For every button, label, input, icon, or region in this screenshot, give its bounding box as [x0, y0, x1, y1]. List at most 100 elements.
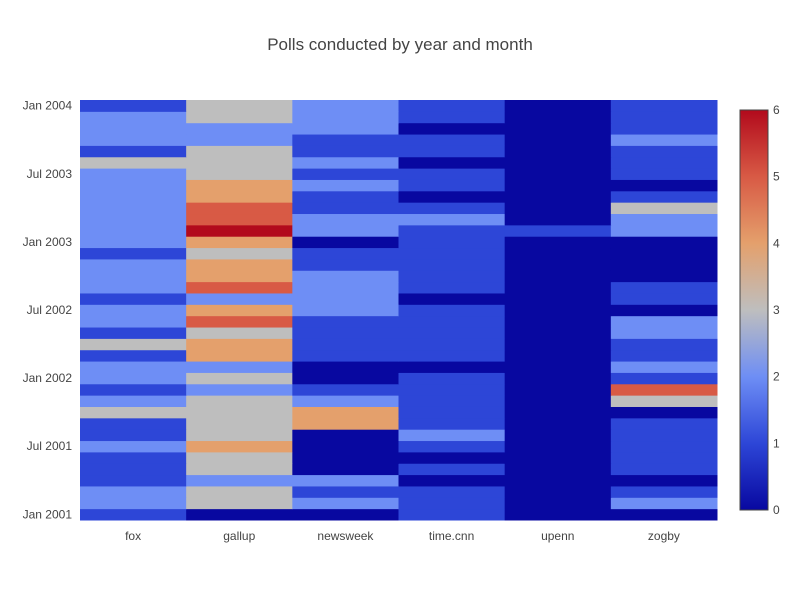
- heatmap-cell-time.cnn-2002-10: [398, 270, 506, 283]
- heatmap-cell-upenn-2003-05: [504, 190, 612, 203]
- x-tick-label-newsweek: newsweek: [317, 529, 374, 543]
- heatmap-cell-gallup-2001-07: [186, 440, 293, 453]
- heatmap-cell-zogby-2002-10: [610, 270, 718, 283]
- heatmap-cell-newsweek-2001-06: [292, 451, 399, 464]
- x-tick-label-time.cnn: time.cnn: [429, 529, 474, 543]
- heatmap-cell-upenn-2003-11: [504, 122, 612, 135]
- heatmap-cell-gallup-2001-04: [186, 474, 293, 487]
- colorbar-tick-6: 6: [773, 103, 780, 117]
- heatmap-cell-upenn-2001-03: [504, 485, 612, 498]
- heatmap-cell-fox-2001-06: [80, 451, 187, 464]
- heatmap-cell-upenn-2001-10: [504, 406, 612, 419]
- colorbar-tick-0: 0: [773, 503, 780, 517]
- heatmap-cell-upenn-2002-03: [504, 349, 612, 362]
- heatmap-cell-gallup-2003-08: [186, 156, 293, 169]
- heatmap-cell-newsweek-2001-03: [292, 485, 399, 498]
- heatmap-cell-upenn-2001-01: [504, 508, 612, 521]
- heatmap-cell-newsweek-2003-08: [292, 156, 399, 169]
- heatmap-cell-upenn-2002-08: [504, 292, 612, 305]
- heatmap-cell-gallup-2002-08: [186, 292, 293, 305]
- heatmap-cell-upenn-2002-01: [504, 372, 612, 385]
- heatmap-cell-gallup-2002-02: [186, 361, 293, 373]
- heatmap-cell-zogby-2003-09: [610, 145, 718, 158]
- heatmap-cell-newsweek-2003-01: [292, 236, 399, 249]
- heatmap-cell-zogby-2003-08: [610, 156, 718, 169]
- heatmap-cell-zogby-2003-10: [610, 134, 718, 146]
- heatmap-cell-zogby-2002-11: [610, 258, 718, 271]
- heatmap-cell-time.cnn-2003-05: [398, 190, 506, 203]
- heatmap-cell-fox-2002-01: [80, 372, 187, 385]
- heatmap-cell-gallup-2001-09: [186, 417, 293, 430]
- heatmap-cell-time.cnn-2001-07: [398, 440, 506, 453]
- heatmap-cell-fox-2003-01: [80, 236, 187, 249]
- heatmap-cell-newsweek-2001-04: [292, 474, 399, 487]
- heatmap-cell-upenn-2001-08: [504, 429, 612, 442]
- heatmap-cell-zogby-2001-11: [610, 395, 718, 407]
- heatmap-cell-zogby-2003-11: [610, 122, 718, 135]
- heatmap-cell-fox-2002-08: [80, 292, 187, 305]
- heatmap-cell-zogby-2001-06: [610, 451, 718, 464]
- heatmap-cell-gallup-2003-11: [186, 122, 293, 135]
- heatmap-cell-fox-2001-03: [80, 485, 187, 498]
- heatmap-cell-zogby-2001-10: [610, 406, 718, 419]
- heatmap-cell-newsweek-2002-06: [292, 315, 399, 328]
- heatmap-cell-zogby-2001-07: [610, 440, 718, 453]
- heatmap-cell-upenn-2002-07: [504, 304, 612, 317]
- heatmap-cell-newsweek-2002-01: [292, 372, 399, 385]
- heatmap-cell-fox-2002-07: [80, 304, 187, 317]
- heatmap-cell-time.cnn-2002-12: [398, 247, 506, 260]
- heatmap-cell-zogby-2002-03: [610, 349, 718, 362]
- heatmap-cell-fox-2002-10: [80, 270, 187, 283]
- heatmap-cell-zogby-2002-07: [610, 304, 718, 317]
- heatmap-cell-time.cnn-2002-03: [398, 349, 506, 362]
- heatmap-cell-fox-2001-04: [80, 474, 187, 487]
- heatmap-cell-time.cnn-2004-01: [398, 100, 506, 112]
- heatmap-cell-fox-2001-10: [80, 406, 187, 419]
- heatmap-cell-zogby-2001-08: [610, 429, 718, 442]
- heatmap-cell-upenn-2003-02: [504, 224, 612, 237]
- heatmap-cell-time.cnn-2003-04: [398, 202, 506, 215]
- heatmap-cell-time.cnn-2002-06: [398, 315, 506, 328]
- colorbar-tick-2: 2: [773, 370, 780, 384]
- heatmap-cell-fox-2002-06: [80, 315, 187, 328]
- heatmap-cell-upenn-2001-05: [504, 463, 612, 476]
- heatmap-cell-newsweek-2002-12: [292, 247, 399, 260]
- heatmap-cell-upenn-2001-12: [504, 383, 612, 396]
- heatmap-cell-upenn-2003-06: [504, 179, 612, 192]
- heatmap-cell-gallup-2002-01: [186, 372, 293, 385]
- heatmap-cell-newsweek-2001-09: [292, 417, 399, 430]
- heatmap-cell-zogby-2001-09: [610, 417, 718, 430]
- heatmap-cell-time.cnn-2001-06: [398, 451, 506, 464]
- heatmap-cell-fox-2004-01: [80, 100, 187, 112]
- heatmap-cell-upenn-2003-04: [504, 202, 612, 215]
- heatmap-cell-zogby-2002-09: [610, 281, 718, 294]
- colorbar-tick-5: 5: [773, 170, 780, 184]
- heatmap-cell-time.cnn-2001-09: [398, 417, 506, 430]
- heatmap-cell-newsweek-2001-08: [292, 429, 399, 442]
- heatmap-cell-upenn-2001-06: [504, 451, 612, 464]
- heatmap-cell-gallup-2001-08: [186, 429, 293, 442]
- heatmap-cell-fox-2001-05: [80, 463, 187, 476]
- heatmap-cell-gallup-2003-09: [186, 145, 293, 158]
- heatmap-cell-gallup-2003-03: [186, 213, 293, 226]
- heatmap-cell-gallup-2001-12: [186, 383, 293, 396]
- heatmap-cell-newsweek-2002-03: [292, 349, 399, 362]
- heatmap-cell-time.cnn-2002-09: [398, 281, 506, 294]
- heatmap-cell-gallup-2001-02: [186, 497, 293, 510]
- heatmap-cell-newsweek-2001-07: [292, 440, 399, 453]
- heatmap-cell-time.cnn-2001-10: [398, 406, 506, 419]
- heatmap-cell-zogby-2002-08: [610, 292, 718, 305]
- heatmap-cell-zogby-2002-06: [610, 315, 718, 328]
- heatmap-cell-time.cnn-2003-10: [398, 134, 506, 146]
- heatmap-cell-zogby-2001-03: [610, 485, 718, 498]
- y-tick-label-2001-01: Jan 2001: [23, 507, 73, 521]
- heatmap-cell-time.cnn-2003-03: [398, 213, 506, 226]
- heatmap-cell-newsweek-2003-03: [292, 213, 399, 226]
- y-tick-label-2003-01: Jan 2003: [23, 235, 73, 249]
- heatmap-cell-time.cnn-2002-04: [398, 338, 506, 351]
- heatmap-cell-newsweek-2003-12: [292, 111, 399, 124]
- heatmap-cell-gallup-2003-07: [186, 168, 293, 180]
- heatmap-cell-gallup-2001-10: [186, 406, 293, 419]
- heatmap-cell-time.cnn-2001-03: [398, 485, 506, 498]
- heatmap-cell-fox-2002-09: [80, 281, 187, 294]
